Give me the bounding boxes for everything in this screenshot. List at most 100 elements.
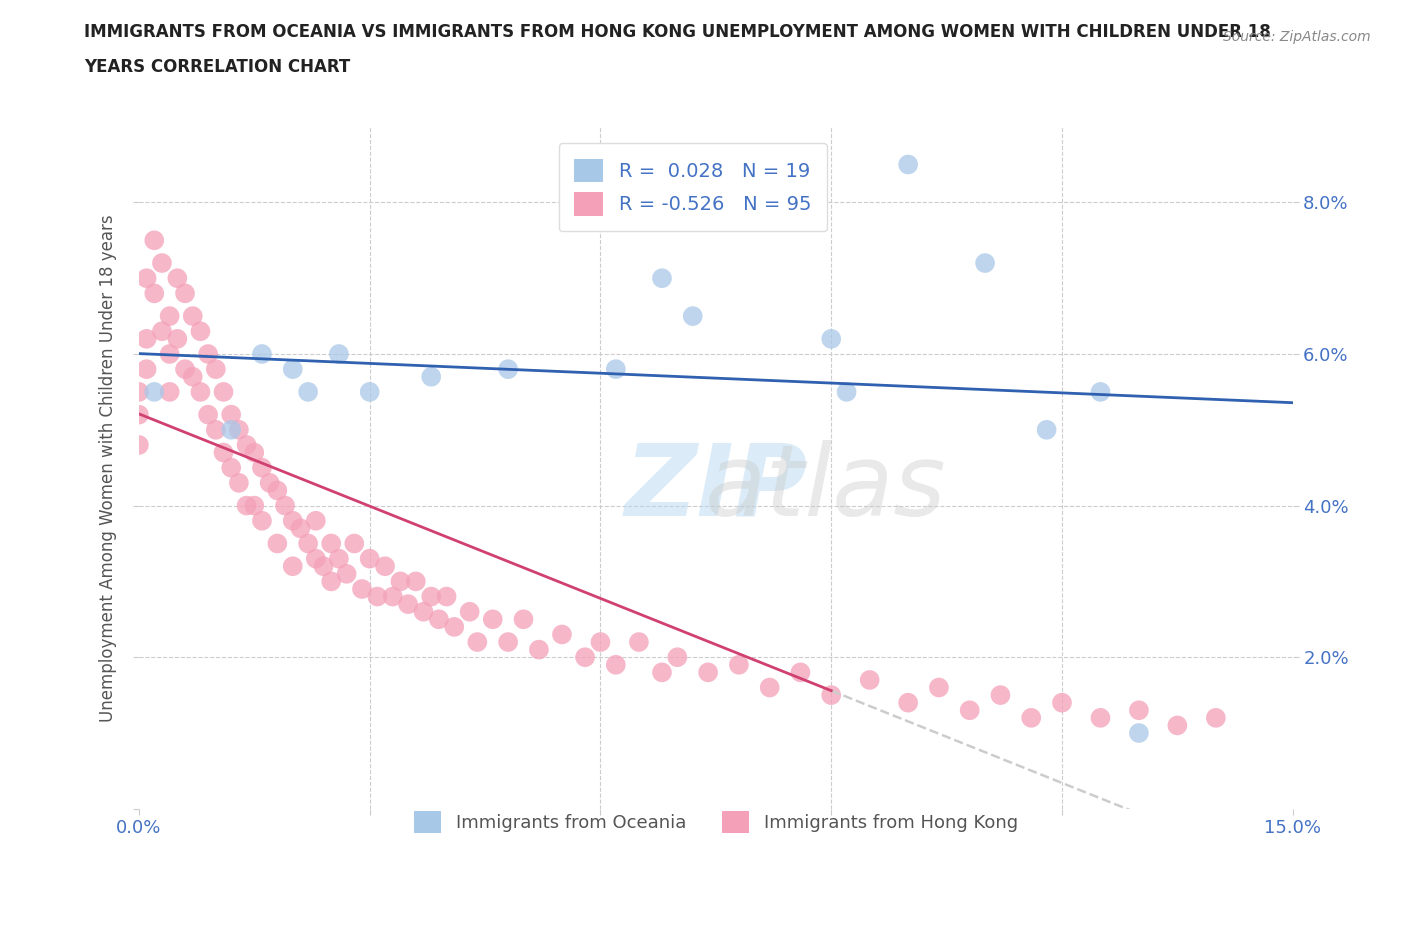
Point bbox=[143, 286, 166, 300]
Point bbox=[897, 157, 920, 172]
Point bbox=[235, 437, 257, 452]
Point bbox=[174, 286, 197, 300]
Text: YEARS CORRELATION CHART: YEARS CORRELATION CHART bbox=[84, 58, 350, 75]
Point bbox=[190, 384, 212, 399]
Point bbox=[467, 634, 489, 649]
Point bbox=[412, 604, 434, 619]
Point bbox=[990, 687, 1012, 702]
Point bbox=[1128, 725, 1150, 740]
Point bbox=[1019, 711, 1042, 725]
Point bbox=[190, 324, 212, 339]
Point bbox=[651, 665, 673, 680]
Point bbox=[297, 536, 319, 551]
Point bbox=[974, 256, 997, 271]
Point bbox=[1050, 696, 1073, 711]
Point bbox=[128, 407, 150, 422]
Point bbox=[381, 589, 404, 604]
Point bbox=[212, 384, 235, 399]
Point bbox=[135, 271, 157, 286]
Point bbox=[281, 513, 304, 528]
Point bbox=[496, 634, 519, 649]
Point bbox=[166, 331, 188, 346]
Point bbox=[250, 347, 273, 362]
Point bbox=[150, 256, 173, 271]
Point bbox=[343, 536, 366, 551]
Point bbox=[281, 559, 304, 574]
Point bbox=[496, 362, 519, 377]
Point bbox=[150, 324, 173, 339]
Point bbox=[281, 362, 304, 377]
Point bbox=[443, 619, 465, 634]
Point bbox=[897, 696, 920, 711]
Point bbox=[197, 407, 219, 422]
Point bbox=[1090, 384, 1112, 399]
Point bbox=[1035, 422, 1057, 437]
Point bbox=[228, 422, 250, 437]
Point bbox=[219, 422, 242, 437]
Point bbox=[481, 612, 503, 627]
Point bbox=[350, 581, 373, 596]
Point bbox=[420, 369, 443, 384]
Point bbox=[820, 687, 842, 702]
Point bbox=[574, 650, 596, 665]
Point bbox=[243, 445, 266, 460]
Text: atlas: atlas bbox=[704, 440, 946, 537]
Point bbox=[366, 589, 388, 604]
Point bbox=[336, 566, 359, 581]
Point bbox=[758, 680, 780, 695]
Legend: Immigrants from Oceania, Immigrants from Hong Kong: Immigrants from Oceania, Immigrants from… bbox=[399, 797, 1032, 847]
Y-axis label: Unemployment Among Women with Children Under 18 years: Unemployment Among Women with Children U… bbox=[100, 214, 117, 722]
Point bbox=[219, 460, 242, 475]
Point bbox=[1090, 711, 1112, 725]
Point bbox=[1166, 718, 1188, 733]
Point bbox=[290, 521, 312, 536]
Point bbox=[959, 703, 981, 718]
Point bbox=[512, 612, 534, 627]
Point bbox=[436, 589, 458, 604]
Text: Source: ZipAtlas.com: Source: ZipAtlas.com bbox=[1223, 30, 1371, 44]
Point bbox=[128, 384, 150, 399]
Point bbox=[166, 271, 188, 286]
Point bbox=[427, 612, 450, 627]
Point bbox=[928, 680, 950, 695]
Point bbox=[266, 536, 288, 551]
Point bbox=[159, 384, 181, 399]
Point bbox=[551, 627, 574, 642]
Point bbox=[789, 665, 811, 680]
Point bbox=[228, 475, 250, 490]
Point bbox=[135, 331, 157, 346]
Point bbox=[1128, 703, 1150, 718]
Point bbox=[651, 271, 673, 286]
Point bbox=[859, 672, 882, 687]
Point bbox=[235, 498, 257, 513]
Point bbox=[297, 384, 319, 399]
Point bbox=[143, 232, 166, 247]
Point bbox=[697, 665, 720, 680]
Point bbox=[243, 498, 266, 513]
Point bbox=[181, 369, 204, 384]
Point bbox=[219, 407, 242, 422]
Point bbox=[135, 362, 157, 377]
Point bbox=[820, 331, 842, 346]
Point bbox=[305, 513, 328, 528]
Point bbox=[312, 559, 335, 574]
Point bbox=[359, 551, 381, 566]
Point bbox=[305, 551, 328, 566]
Point bbox=[128, 437, 150, 452]
Point bbox=[212, 445, 235, 460]
Point bbox=[159, 347, 181, 362]
Point bbox=[174, 362, 197, 377]
Point bbox=[728, 658, 751, 672]
Point bbox=[328, 551, 350, 566]
Point bbox=[250, 513, 273, 528]
Point bbox=[458, 604, 481, 619]
Point bbox=[181, 309, 204, 324]
Point bbox=[666, 650, 689, 665]
Point bbox=[204, 422, 226, 437]
Point bbox=[250, 460, 273, 475]
Point bbox=[405, 574, 427, 589]
Point bbox=[627, 634, 650, 649]
Point bbox=[274, 498, 297, 513]
Point bbox=[1205, 711, 1227, 725]
Point bbox=[420, 589, 443, 604]
